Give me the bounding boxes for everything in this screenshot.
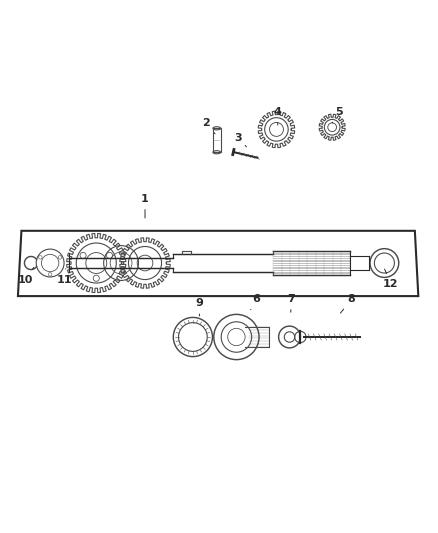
Bar [213, 128, 221, 152]
Text: 1: 1 [141, 194, 149, 218]
Text: 4: 4 [274, 107, 282, 125]
Text: 5: 5 [332, 107, 343, 123]
Text: 2: 2 [202, 118, 215, 134]
Text: 3: 3 [235, 133, 247, 147]
Text: 7: 7 [287, 294, 295, 312]
Text: 12: 12 [383, 269, 399, 289]
Text: 6: 6 [251, 294, 260, 310]
Text: 8: 8 [340, 294, 356, 313]
Text: 10: 10 [18, 268, 34, 285]
Text: 9: 9 [195, 298, 203, 316]
Text: 11: 11 [57, 269, 72, 285]
